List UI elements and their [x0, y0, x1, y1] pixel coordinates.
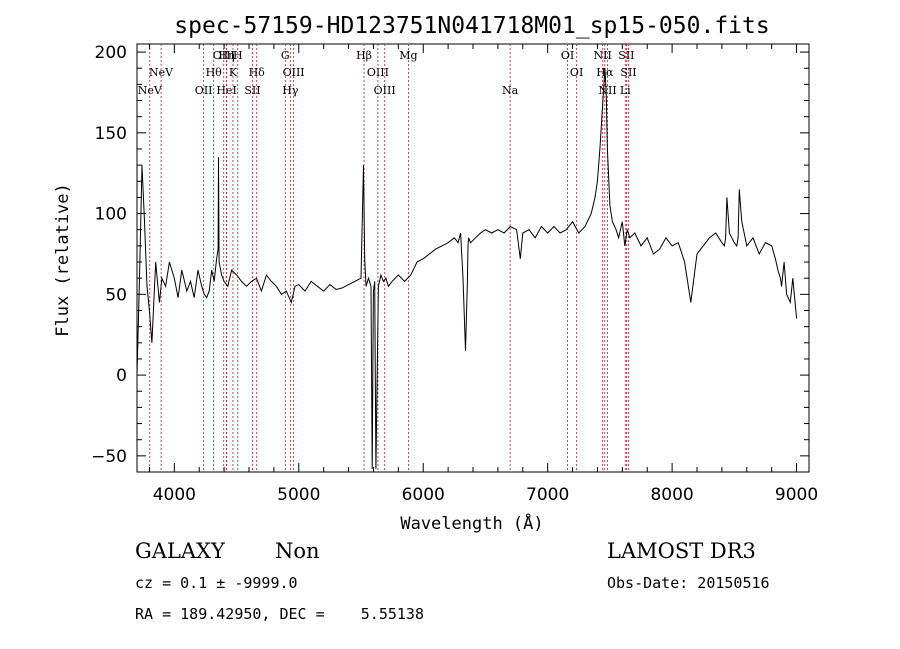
line-label: Na: [502, 84, 519, 97]
emission-line-markers: [149, 44, 629, 472]
object-class: GALAXY: [135, 539, 226, 563]
y-axis-label: Flux (relative): [53, 183, 73, 337]
line-label: OIII: [213, 49, 235, 62]
line-label: OII: [195, 84, 213, 97]
line-label: Hθ: [206, 66, 223, 79]
line-label: SII: [244, 84, 260, 97]
y-axis-ticks: −50 0 50 100 150 200: [91, 43, 809, 467]
line-label: NII: [593, 49, 611, 62]
line-label: OIII: [374, 84, 396, 97]
line-label: SII: [620, 66, 636, 79]
x-axis-ticks: 4000 5000 6000 7000 8000 9000: [148, 44, 818, 505]
line-label: H: [233, 49, 243, 62]
y-tick-label: 0: [116, 366, 127, 386]
line-label: OIII: [283, 66, 305, 79]
x-axis-label: Wavelength (Å): [400, 512, 543, 534]
x-tick-label: 5000: [277, 485, 320, 505]
y-tick-label: −50: [91, 447, 127, 467]
obs-date: Obs-Date: 20150516: [607, 574, 770, 592]
line-label: K: [229, 66, 238, 79]
line-label: NII: [598, 84, 616, 97]
line-label: G: [281, 49, 290, 62]
line-label: OI: [570, 66, 583, 79]
line-label: HeI: [216, 84, 236, 97]
line-label: Hγ: [282, 84, 299, 97]
y-tick-label: 100: [95, 205, 127, 225]
x-tick-label: 7000: [526, 485, 569, 505]
y-tick-label: 50: [105, 285, 127, 305]
chart-title: spec-57159-HD123751N041718M01_sp15-050.f…: [174, 13, 769, 39]
line-label: SII: [618, 49, 634, 62]
line-label: Hη: [218, 49, 234, 62]
line-label: OIII: [367, 66, 389, 79]
x-tick-label: 4000: [153, 485, 196, 505]
line-label: Mg: [399, 49, 417, 62]
spectrum-line: [136, 68, 798, 469]
ra-dec: RA = 189.42950, DEC = 5.55138: [135, 605, 424, 623]
cz-value: cz = 0.1 ± -9999.0: [135, 574, 298, 592]
line-label: OI: [561, 49, 574, 62]
x-tick-label: 8000: [650, 485, 693, 505]
line-label: Hβ: [356, 49, 372, 62]
line-label: NeV: [138, 84, 163, 97]
y-tick-label: 150: [95, 124, 127, 144]
line-label: Li: [620, 84, 631, 97]
y-tick-label: 200: [95, 43, 127, 63]
line-label: NeV: [149, 66, 174, 79]
line-label: Hδ: [249, 66, 266, 79]
survey-name: LAMOST DR3: [607, 539, 756, 563]
object-subclass: Non: [275, 539, 320, 563]
x-tick-label: 9000: [775, 485, 818, 505]
x-tick-label: 6000: [402, 485, 445, 505]
spectrum-series: [136, 68, 798, 469]
